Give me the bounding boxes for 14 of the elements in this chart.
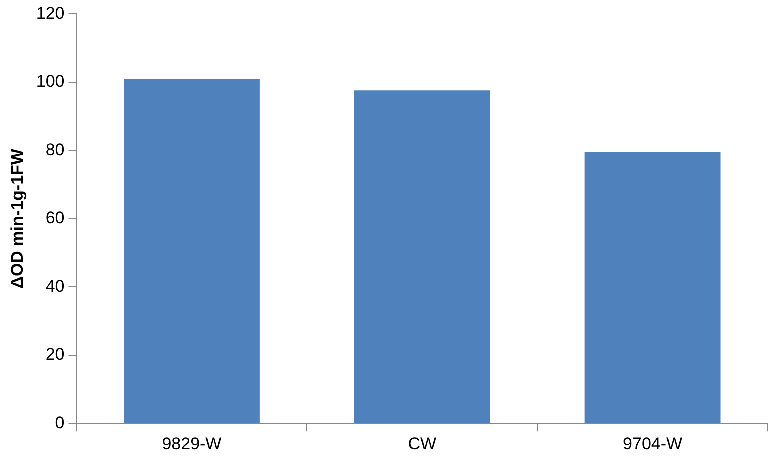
x-tick-label: CW (408, 434, 437, 454)
y-tick-label: 20 (46, 345, 65, 364)
y-tick-label: 0 (55, 413, 65, 432)
x-tick-label: 9829-W (162, 434, 222, 454)
bar (584, 152, 721, 424)
y-tick-label: 120 (36, 4, 65, 23)
x-tick-label: 9704-W (623, 434, 683, 454)
y-tick-label: 80 (46, 140, 65, 160)
y-tick-label: 40 (46, 276, 65, 296)
y-tick-label: 60 (46, 208, 65, 228)
bar (354, 90, 490, 424)
y-axis-title: ΔOD min-1g-1FW (8, 148, 27, 289)
bar (124, 79, 260, 424)
y-tick-label: 100 (36, 72, 65, 92)
